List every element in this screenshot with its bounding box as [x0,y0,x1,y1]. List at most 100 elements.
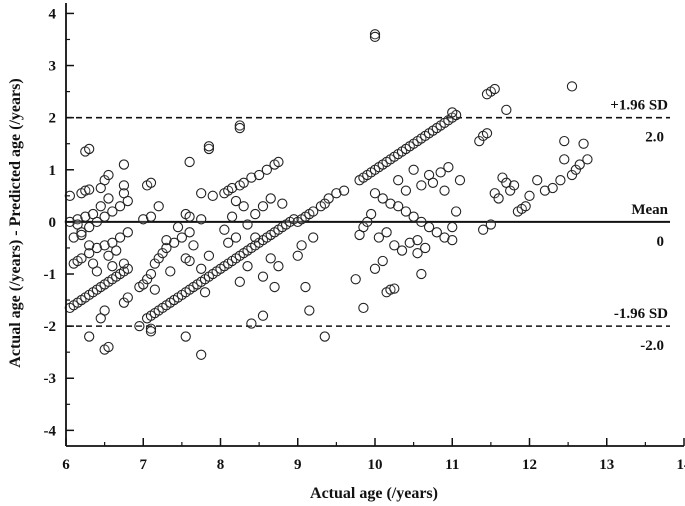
y-tick-label: -3 [44,371,57,387]
data-point [308,232,319,243]
data-point [184,255,195,267]
data-point [203,141,215,152]
data-point [393,201,404,212]
reference-line-value: 0 [657,234,665,250]
y-tick-label: 4 [49,6,57,22]
data-point [176,232,188,243]
data-point [358,221,369,233]
x-tick-label: 13 [599,457,614,473]
data-point [481,89,493,100]
data-point [447,234,458,246]
data-point [524,190,535,201]
data-point [226,182,238,194]
data-point [172,221,184,233]
data-point [331,188,342,199]
data-point [84,248,95,259]
data-point [145,211,157,222]
data-point [203,143,215,155]
data-point [230,195,242,207]
data-point [122,227,133,238]
y-axis-title: Actual age (/years) - Predicted age (/ye… [7,78,24,367]
reference-line-label: -1.96 SD [614,306,668,322]
reference-lines [66,116,670,327]
x-tick-label: 14 [677,457,685,473]
data-point [427,177,439,188]
data-point [145,268,157,280]
x-tick-label: 10 [368,457,383,473]
data-point [118,159,130,170]
data-point [450,206,462,217]
data-point [149,284,160,295]
data-point [118,258,130,269]
data-point [103,169,114,181]
data-point [358,302,369,314]
data-point [234,276,245,287]
data-point [555,175,566,186]
data-point [234,120,245,131]
data-point [393,175,404,186]
data-point [431,227,442,238]
data-point [165,266,176,277]
data-point [76,229,87,241]
data-point [250,232,261,243]
data-point [400,185,412,196]
data-point [308,206,319,217]
data-point [84,331,95,342]
data-point [389,283,400,294]
data-point [118,180,130,191]
data-point [369,188,381,199]
reference-line-label: +1.96 SD [610,98,668,114]
data-point [149,258,160,269]
data-point [95,313,106,324]
data-point [377,193,388,204]
data-point [273,156,284,168]
data-point [338,185,350,196]
data-point [145,177,157,188]
data-point [118,297,130,308]
data-point [443,162,454,173]
data-point [389,240,400,251]
data-point [277,198,288,209]
data-point [566,81,578,92]
data-point [257,201,269,212]
data-point [420,242,431,254]
data-point [435,167,446,178]
x-tick-label: 11 [445,457,459,473]
data-point [369,31,381,43]
data-point [103,193,114,204]
data-point [76,253,87,264]
data-point [138,279,149,290]
data-point [381,227,392,238]
data-point [122,263,133,274]
data-point [196,349,207,360]
data-point [404,237,415,248]
data-point [574,159,585,170]
data-point [261,164,272,175]
data-point [319,331,330,342]
data-point [196,263,207,274]
data-point [439,232,450,243]
data-point [184,227,195,238]
data-point [520,201,531,212]
data-point [250,208,261,220]
y-tick-label: -1 [44,267,57,283]
data-point [505,185,516,196]
data-point [416,180,427,191]
data-point [539,185,551,196]
data-point [319,198,330,209]
data-point [161,234,172,246]
data-point [107,261,118,272]
data-point [292,250,303,261]
data-point [566,169,578,181]
data-point [400,206,412,217]
data-point [489,83,500,95]
data-point [508,180,520,191]
data-point [223,237,234,248]
data-point [238,177,249,188]
data-point [84,221,95,233]
y-tick-label: -2 [44,319,57,335]
reference-line-value: -2.0 [640,338,664,354]
data-point [582,154,593,165]
